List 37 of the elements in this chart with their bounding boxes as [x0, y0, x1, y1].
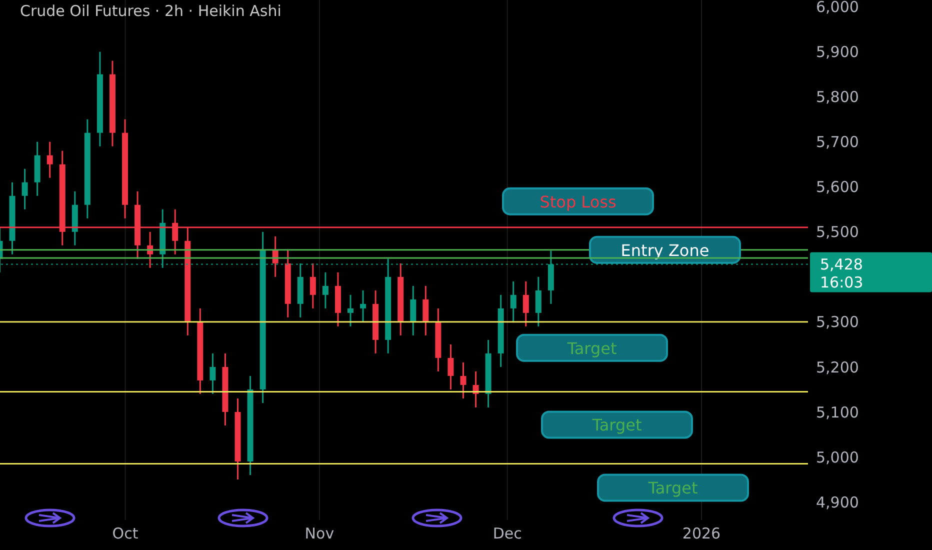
text: 16:03: [820, 273, 864, 292]
chart-title: Crude Oil Futures · 2h · Heikin Ashi: [20, 2, 282, 20]
y-tick-label: 5,100: [816, 403, 859, 422]
x-tick-label: Nov: [304, 524, 334, 543]
y-tick-label: 6,000: [816, 0, 859, 16]
ref-line-label: Entry Zone: [620, 240, 710, 260]
candlestick: [448, 344, 454, 390]
candlestick: [22, 168, 28, 210]
x-tick-label: 2026: [682, 524, 721, 543]
y-tick-label: 5,500: [816, 223, 859, 242]
ref-line-label: 5,428: [820, 255, 863, 274]
candlestick: [347, 294, 354, 328]
y-tick-label: 5,600: [816, 178, 859, 196]
candlestick: [510, 280, 516, 323]
x-tick-label: Dec: [492, 524, 522, 543]
y-tick-label: 5,000: [816, 448, 859, 466]
y-tick-label: 5,800: [816, 88, 859, 106]
x-tick-label: Oct: [112, 524, 138, 543]
candlestick: [46, 141, 53, 179]
candlestick: [460, 362, 466, 400]
candlestick: [535, 276, 542, 328]
candlestick: [310, 262, 316, 310]
y-tick-label: 5,900: [816, 43, 859, 62]
y-tick-label: 5,700: [816, 133, 859, 152]
y-tick-label: 5,200: [816, 358, 859, 376]
candlestick: [410, 285, 416, 336]
candlestick: [422, 285, 429, 336]
ref-line-label: Stop Loss: [540, 192, 616, 212]
candlestick: [522, 280, 529, 328]
candlestick: [322, 272, 328, 310]
ref-line-label: Target: [591, 416, 642, 435]
candlestick: [210, 352, 216, 395]
y-tick-label: 4,900: [816, 493, 859, 512]
candlestick: [360, 290, 366, 323]
ref-line-label: Target: [647, 478, 698, 498]
y-tick-label: 5,300: [816, 313, 859, 332]
ref-line-label: Target: [566, 338, 617, 358]
